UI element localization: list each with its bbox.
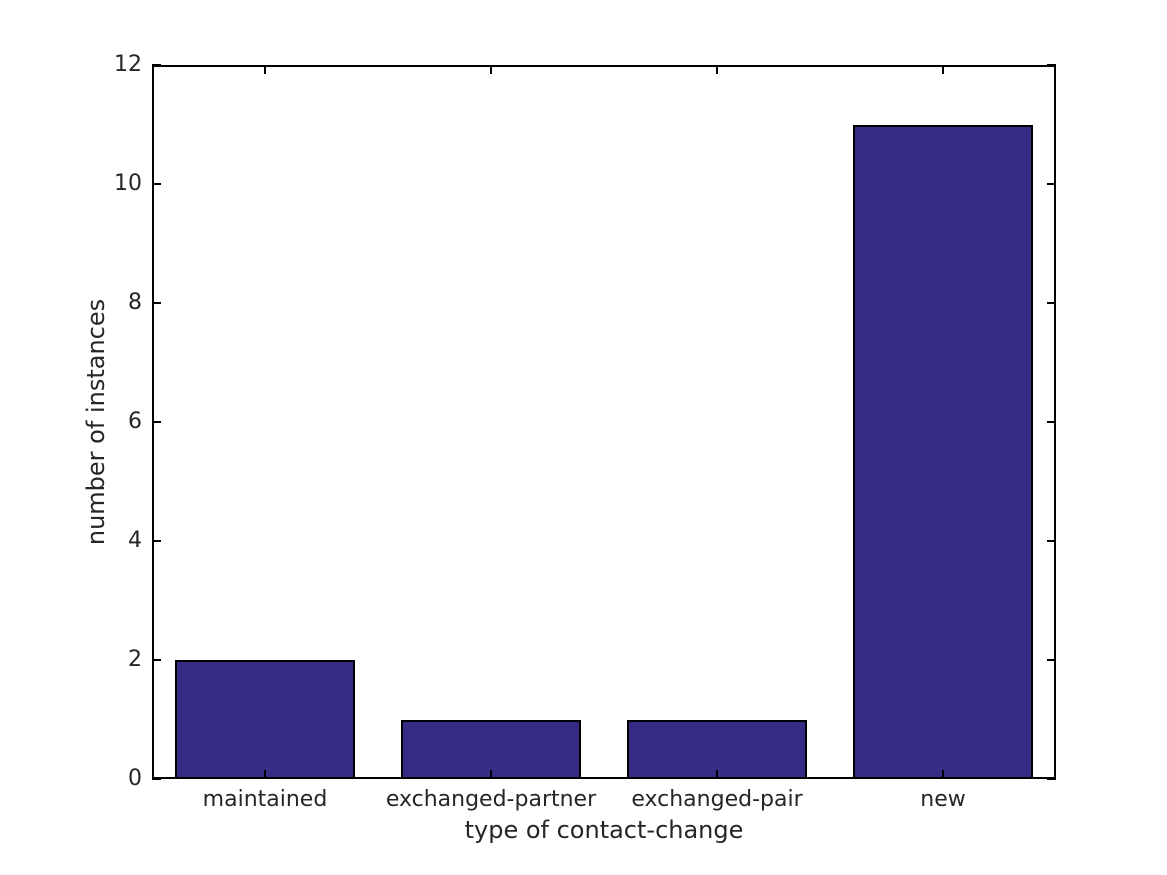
x-tick-label: maintained <box>202 787 328 812</box>
y-tick-label: 4 <box>128 528 142 553</box>
y-tick <box>152 302 161 304</box>
x-tick-label: exchanged-pair <box>631 787 803 812</box>
y-tick <box>1047 64 1056 66</box>
y-tick-label: 0 <box>128 766 142 791</box>
x-tick <box>264 770 266 779</box>
x-axis-label: type of contact-change <box>464 816 744 844</box>
y-tick <box>152 183 161 185</box>
x-tick <box>716 65 718 74</box>
x-tick <box>490 770 492 779</box>
y-tick <box>152 540 161 542</box>
y-tick-label: 12 <box>114 52 142 77</box>
y-tick <box>152 659 161 661</box>
y-tick <box>1047 540 1056 542</box>
y-tick <box>1047 421 1056 423</box>
bar-exchanged-pair <box>626 719 808 779</box>
x-tick <box>942 770 944 779</box>
y-tick <box>152 64 161 66</box>
y-tick <box>1047 659 1056 661</box>
y-tick <box>152 778 161 780</box>
bar-new <box>852 124 1034 779</box>
y-tick <box>1047 183 1056 185</box>
y-tick-label: 8 <box>128 290 142 315</box>
y-tick-label: 2 <box>128 647 142 672</box>
y-tick <box>152 421 161 423</box>
x-tick <box>942 65 944 74</box>
bar-maintained <box>174 660 356 779</box>
x-tick-label: new <box>920 787 966 812</box>
plot-area <box>152 64 1056 780</box>
x-tick <box>716 770 718 779</box>
x-tick <box>264 65 266 74</box>
y-tick-label: 6 <box>128 409 142 434</box>
y-tick <box>1047 778 1056 780</box>
y-tick-label: 10 <box>114 171 142 196</box>
x-tick-label: exchanged-partner <box>385 787 597 812</box>
y-tick <box>1047 302 1056 304</box>
x-tick <box>490 65 492 74</box>
